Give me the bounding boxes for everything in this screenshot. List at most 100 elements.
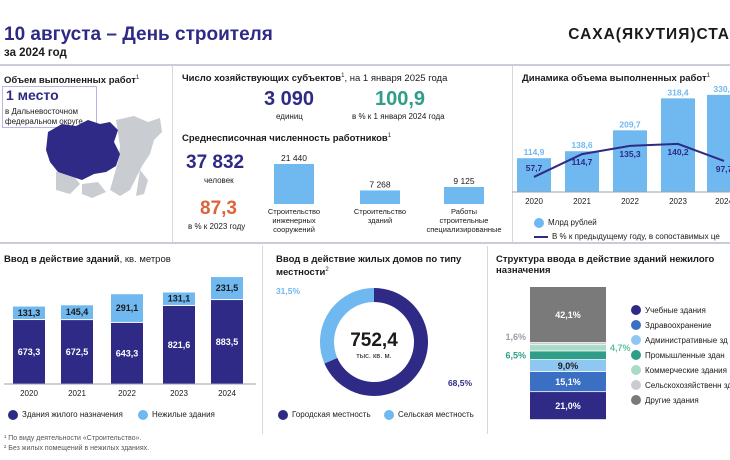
dynamics-bar [517,158,551,192]
rank-box [2,86,97,128]
dynamics-bar-label: 209,7 [619,119,641,129]
nonres-legend-label: Коммерческие здания [645,366,727,375]
buildings-nonres-bar [13,306,45,320]
nonres-segment-label: 9,0% [558,361,579,371]
housing-slice-label: 68,5% [448,378,473,388]
city-legend-icon [278,410,288,420]
buildings-year-label: 2023 [170,389,188,398]
dynamics-bar [613,130,647,192]
housing-slice [320,288,374,364]
buildings-res-label: 821,6 [168,340,191,350]
divider-v3 [262,246,263,434]
nonres-segment-label: 21,0% [555,401,581,411]
dynamics-year-label: 2024 [715,197,730,206]
buildings-year-label: 2020 [20,389,38,398]
entities-count-unit: единиц [276,112,303,121]
buildings-nonres-label: 145,4 [66,307,89,317]
buildings-res-bar [61,320,93,384]
dynamics-bar [707,94,730,192]
rank-value: 1 место [6,87,59,103]
nonres-segment-label: 42,1% [555,310,581,320]
dynamics-line [533,142,725,178]
buildings-nonres-bar [111,294,143,322]
workers-total-unit: человек [204,176,234,185]
buildings-res-label: 673,3 [18,347,41,357]
entities-count: 3 090 [264,88,315,110]
buildings-nonres-label: 291,1 [116,303,139,313]
buildings-year-label: 2021 [68,389,86,398]
buildings-year-label: 2022 [118,389,136,398]
map-other-regions [56,116,162,198]
bars-legend-icon [534,218,544,228]
entities-title: Число хозяйствующих субъектов1, на 1 янв… [182,73,448,85]
buildings-res-bar [111,322,143,384]
footnote-1: ¹ По виду деятельности «Строительство». [4,435,142,442]
workers-category-label: строительные [440,216,489,225]
buildings-nonres-label: 231,5 [216,283,239,293]
divider-middle [0,242,730,244]
divider-v2 [512,66,513,242]
nonres-legend-icon [631,320,641,330]
buildings-legend-nonres: Нежилые здания [138,410,215,420]
brand-logo: САХА(ЯКУТИЯ)СТА [568,26,730,43]
nonres-segment-label: 4,7% [610,343,631,353]
entities-pct: 100,9 [375,88,426,110]
map-yakutia [46,120,120,180]
housing-center-unit: тыс. кв. м. [356,351,391,360]
works-title: Объем выполненных работ1 [4,75,140,87]
workers-category-label: инженерных [272,216,316,225]
dynamics-bar [565,151,599,192]
buildings-nonres-bar [163,292,195,305]
dynamics-line-label: 97,7 [716,164,730,174]
nonres-segment [530,287,606,343]
workers-pct-note: в % к 2023 году [188,222,246,231]
nonres-legend-label: Учебные здания [645,306,706,315]
res-legend-icon [8,410,18,420]
buildings-nonres-bar [211,277,243,300]
dynamics-chart: 114,9 2020 138,6 2021 209,7 2022 318,4 2023 330,… [512,84,730,206]
buildings-year-label: 2024 [218,389,236,398]
workers-bar-label: 21 440 [281,153,307,163]
nonres-legend-icon [631,335,641,345]
dynamics-line-label: 140,2 [667,147,689,157]
page-title: 10 августа – День строителя [4,24,273,45]
workers-total: 37 832 [186,152,245,173]
housing-legend-city: Городская местность [278,410,371,420]
buildings-res-label: 643,3 [116,348,139,358]
nonres-segment [530,342,606,345]
dynamics-line-label: 114,7 [572,157,593,167]
buildings-res-bar [211,300,243,384]
nonres-segment-label: 6,5% [505,351,526,361]
nonres-legend-icon [631,305,641,315]
workers-bar [274,164,314,204]
nonres-segment-label: 15,1% [555,377,581,387]
rank-note: в Дальневосточном федеральном округе [5,107,83,126]
page-subtitle: за 2024 год [4,47,67,59]
dynamics-line-label: 135,3 [619,149,641,159]
housing-center-value: 752,4 [350,330,398,351]
nonres-legend-icon [631,365,641,375]
line-legend-icon [534,235,548,238]
workers-bar-label: 7 268 [369,179,391,189]
nonres-segment-label: 1,6% [505,332,526,342]
nonres-legend-icon [138,410,148,420]
nonres-segment [530,351,606,360]
dynamics-bar-label: 138,6 [571,140,593,150]
nonres-structure-chart: 21,0% 15,1% 9,0% 6,5% 4,7% 1,6% 42,1% Учебные з… [505,287,730,420]
workers-category-label: специализированные [426,225,501,234]
dynamics-bar-label: 330,3 [713,84,730,94]
buildings-title: Ввод в действие зданий, кв. метров [4,254,171,265]
buildings-nonres-label: 131,1 [168,294,191,304]
workers-pct: 87,3 [200,198,237,219]
workers-bar [360,190,400,204]
footnote-2: ² Без жилых помещений в нежилых зданиях. [4,445,150,452]
buildings-res-bar [13,320,45,384]
divider-top [0,64,730,66]
nonres-legend-label: Административные зд [645,336,728,345]
nonres-legend-icon [631,395,641,405]
rural-legend-icon [384,410,394,420]
nonres-legend-label: Другие здания [645,396,699,405]
dynamics-legend-line: В % к предыдущему году, в сопоставимых ц… [534,232,720,241]
dynamics-year-label: 2021 [573,197,591,206]
nonres-legend-label: Промышленные здан [645,351,725,360]
